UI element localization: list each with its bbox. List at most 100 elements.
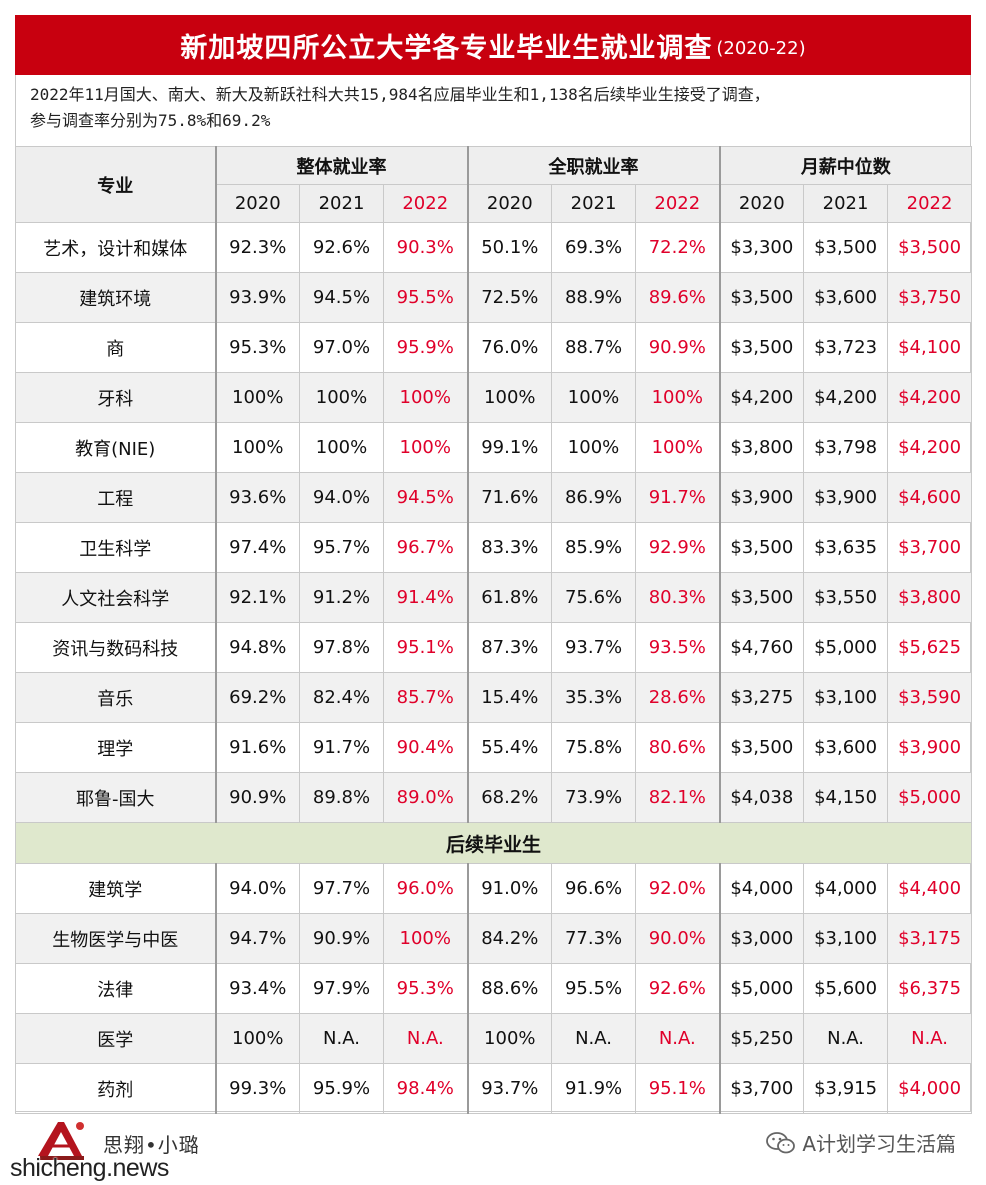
year-header: 2022: [635, 184, 721, 223]
data-cell: $3,100: [803, 672, 889, 723]
intro-line-1: 2022年11月国大、南大、新大及新跃社科大共15,984名应届毕业生和1,13…: [30, 85, 770, 104]
data-cell: 80.3%: [635, 572, 721, 623]
data-cell: 92.9%: [635, 522, 721, 573]
data-cell: 72.2%: [635, 222, 721, 273]
data-cell: 94.8%: [215, 622, 300, 673]
fulltime-employment-header: 全职就业率: [467, 146, 721, 185]
data-cell: $4,200: [719, 372, 805, 423]
data-cell: 35.3%: [551, 672, 637, 723]
data-cell: 90.3%: [382, 222, 469, 273]
data-cell: $3,750: [887, 272, 973, 323]
data-cell: 98.4%: [382, 1063, 469, 1114]
author-name: 思翔•小璐: [103, 1133, 200, 1157]
data-cell: 100%: [299, 372, 384, 423]
major-name: 工程: [15, 472, 217, 523]
logo-icon: [38, 1122, 84, 1160]
post-graduate-rows: 建筑学 94.0% 97.7% 96.0% 91.0% 96.6% 92.0% $4,000 $…: [15, 863, 973, 1114]
data-cell: 82.4%: [299, 672, 384, 723]
data-cell: $5,000: [803, 622, 889, 673]
data-cell: N.A.: [551, 1013, 637, 1064]
data-cell: $4,150: [803, 772, 889, 823]
major-name: 药剂: [15, 1063, 217, 1114]
data-cell: 95.9%: [382, 322, 469, 373]
data-cell: $3,500: [719, 272, 805, 323]
data-cell: $3,800: [719, 422, 805, 473]
year-header: 2020: [215, 184, 300, 223]
data-cell: $3,000: [719, 913, 805, 964]
year-header: 2021: [803, 184, 889, 223]
data-cell: 93.7%: [467, 1063, 553, 1114]
major-name: 音乐: [15, 672, 217, 723]
table-row: 理学 91.6% 91.7% 90.4% 55.4% 75.8% 80.6% $3,500 $3…: [15, 722, 973, 773]
data-cell: 69.2%: [215, 672, 300, 723]
major-name: 商: [15, 322, 217, 373]
data-cell: 87.3%: [467, 622, 553, 673]
data-cell: 91.2%: [299, 572, 384, 623]
data-cell: 94.0%: [299, 472, 384, 523]
data-cell: 91.7%: [299, 722, 384, 773]
major-name: 理学: [15, 722, 217, 773]
data-cell: $3,600: [803, 272, 889, 323]
table-row: 医学 100% N.A. N.A. 100% N.A. N.A. $5,250 N.A. N.A.: [15, 1013, 973, 1064]
data-cell: 96.7%: [382, 522, 469, 573]
wechat-account[interactable]: A计划学习生活篇: [766, 1128, 956, 1157]
data-cell: 100%: [635, 422, 721, 473]
section-divider: 后续毕业生: [14, 822, 973, 864]
data-cell: 84.2%: [467, 913, 553, 964]
data-cell: 93.5%: [635, 622, 721, 673]
data-cell: $3,275: [719, 672, 805, 723]
data-cell: $3,900: [887, 722, 973, 773]
data-cell: $4,200: [803, 372, 889, 423]
major-name: 生物医学与中医: [15, 913, 217, 964]
data-cell: N.A.: [803, 1013, 889, 1064]
year-header: 2021: [551, 184, 637, 223]
year-header: 2021: [299, 184, 384, 223]
data-cell: 75.6%: [551, 572, 637, 623]
data-cell: $3,600: [803, 722, 889, 773]
data-cell: 100%: [467, 372, 553, 423]
overall-employment-header: 整体就业率: [214, 146, 469, 185]
data-cell: $3,500: [887, 222, 973, 273]
data-cell: $4,600: [887, 472, 973, 523]
data-cell: $4,000: [887, 1063, 973, 1114]
page-subtitle: (2020-22): [716, 37, 806, 59]
data-cell: 97.0%: [299, 322, 384, 373]
data-cell: $3,175: [887, 913, 973, 964]
data-cell: $4,038: [719, 772, 805, 823]
data-cell: 94.5%: [299, 272, 384, 323]
table-row: 人文社会科学 92.1% 91.2% 91.4% 61.8% 75.6% 80.3% $3,5…: [15, 572, 973, 623]
table-row: 艺术，设计和媒体 92.3% 92.6% 90.3% 50.1% 69.3% 72.2% $3…: [15, 222, 973, 273]
data-cell: 97.4%: [215, 522, 300, 573]
data-cell: 72.5%: [467, 272, 553, 323]
data-cell: $3,635: [803, 522, 889, 573]
data-cell: $3,798: [803, 422, 889, 473]
data-cell: 92.1%: [215, 572, 300, 623]
data-cell: 90.4%: [382, 722, 469, 773]
major-name: 人文社会科学: [15, 572, 217, 623]
data-cell: 100%: [215, 372, 300, 423]
data-cell: $3,700: [719, 1063, 805, 1114]
data-cell: $3,900: [719, 472, 805, 523]
data-cell: $5,625: [887, 622, 973, 673]
data-cell: 71.6%: [467, 472, 553, 523]
data-cell: 69.3%: [551, 222, 637, 273]
year-header: 2020: [719, 184, 805, 223]
major-name: 法律: [15, 963, 217, 1014]
data-cell: $3,500: [803, 222, 889, 273]
data-cell: 91.9%: [551, 1063, 637, 1114]
table-row: 法律 93.4% 97.9% 95.3% 88.6% 95.5% 92.6% $5,000 $5…: [15, 963, 973, 1014]
data-cell: 80.6%: [635, 722, 721, 773]
data-cell: 50.1%: [467, 222, 553, 273]
data-cell: 61.8%: [467, 572, 553, 623]
data-cell: $3,500: [719, 322, 805, 373]
median-salary-header: 月薪中位数: [719, 146, 973, 185]
data-cell: $4,200: [887, 422, 973, 473]
data-cell: 100%: [215, 1013, 300, 1064]
major-name: 艺术，设计和媒体: [15, 222, 217, 273]
major-name: 资讯与数码科技: [15, 622, 217, 673]
data-cell: 77.3%: [551, 913, 637, 964]
major-name: 卫生科学: [15, 522, 217, 573]
data-cell: $3,800: [887, 572, 973, 623]
year-header: 2022: [887, 184, 973, 223]
data-cell: $5,000: [887, 772, 973, 823]
